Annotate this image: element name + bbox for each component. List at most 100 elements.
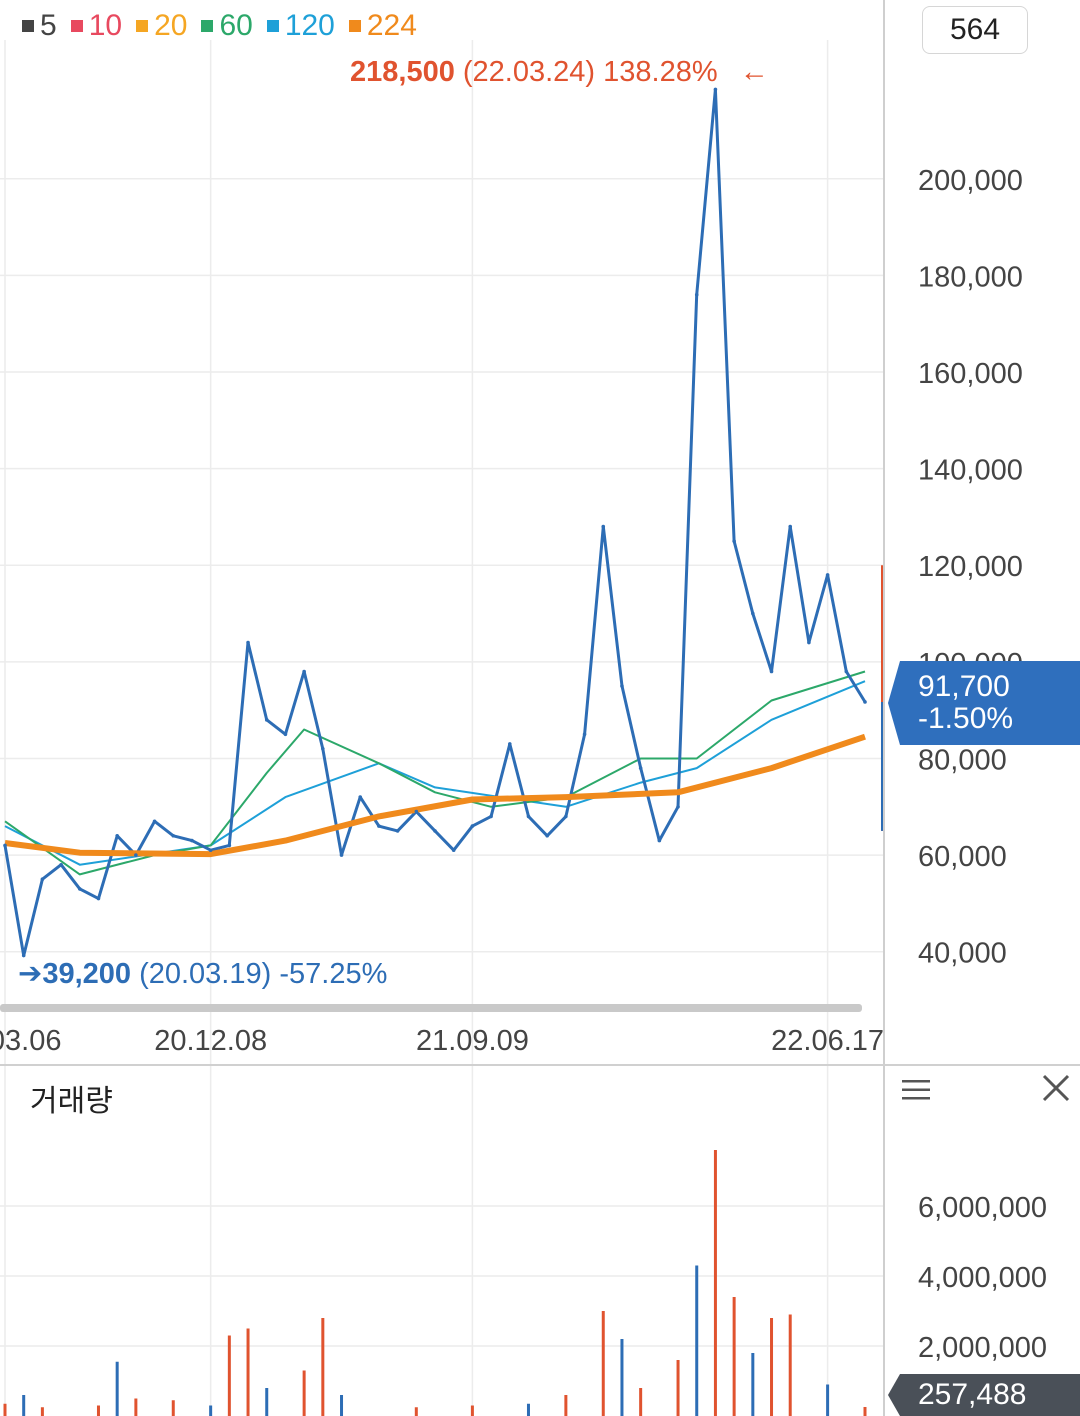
volume-bar [826,1384,830,1416]
price-point [358,795,363,799]
price-tick-label: 200,000 [918,165,1023,197]
price-point [676,804,680,809]
volume-bar [302,1370,306,1416]
volume-bar [134,1398,138,1416]
volume-bar [209,1405,213,1416]
right-arrow-icon: ➔ [18,958,43,990]
price-tick-label: 120,000 [918,551,1023,583]
volume-bar [788,1314,792,1416]
volume-bar [414,1407,418,1416]
volume-bar [863,1406,867,1416]
ma60-line [4,670,866,876]
legend-swatch-ma60 [201,20,214,32]
price-point [620,684,624,688]
price-series-line [3,87,867,958]
volume-bar [265,1388,269,1416]
current-price-change: -1.50% [918,702,1014,735]
current-price-value: 91,700 [918,670,1010,703]
price-point [713,87,718,92]
price-point [246,640,250,645]
volume-bar [601,1311,605,1416]
price-point [264,718,269,722]
price-point [489,814,493,819]
price-point [863,700,867,704]
price-point [751,611,755,616]
legend-label-ma10: 10 [88,9,123,42]
volume-bar [639,1388,643,1416]
volume-bar [171,1400,175,1416]
low-price-date: (20.03.19) [139,958,272,990]
candle-count-button[interactable]: 564 [922,6,1028,54]
legend-swatch-ma120 [266,20,279,32]
volume-bar [321,1318,325,1416]
price-point [208,848,213,853]
price-point [395,829,400,833]
current-price-tag: 91,700 -1.50% [888,661,1080,745]
price-point [638,766,643,770]
price-tick-label: 180,000 [918,261,1023,293]
price-point [470,824,475,828]
volume-bar [695,1265,699,1416]
volume-bar [564,1395,568,1416]
legend-item-ma120[interactable]: 120 [266,9,335,43]
price-tick-label: 40,000 [918,938,1007,970]
price-point [526,814,531,819]
time-tick-label: 21.09.09 [416,1025,529,1057]
volume-bar [713,1150,717,1416]
price-point [732,539,736,543]
legend-item-ma224[interactable]: 224 [348,9,417,43]
ma120-line [4,680,866,866]
price-point [545,833,549,838]
legend-label-ma60: 60 [219,9,253,42]
legend-swatch-ma20 [136,20,149,32]
legend-label-ma120: 120 [284,9,335,42]
volume-tick-label: 4,000,000 [918,1262,1047,1294]
volume-bar [3,1403,7,1416]
volume-bar [40,1407,44,1416]
price-point [582,732,587,737]
volume-bar [732,1297,736,1416]
price-point [77,887,82,891]
price-point [40,877,45,882]
price-point [414,809,419,814]
price-point [657,838,662,843]
price-point [377,824,381,828]
price-point [227,843,232,848]
ma224-line [4,733,866,858]
volume-bar [770,1318,774,1416]
price-point [21,953,26,958]
volume-bar [96,1405,100,1416]
price-point [134,853,138,857]
volume-bar [751,1353,755,1416]
close-icon[interactable] [1038,1070,1074,1106]
volume-bar [526,1403,530,1416]
volume-bar [246,1328,250,1416]
price-point [3,843,7,848]
current-volume-value: 257,488 [918,1378,1027,1411]
legend-item-ma20[interactable]: 20 [136,9,187,43]
menu-icon[interactable] [900,1076,932,1104]
legend-label-ma20: 20 [154,9,188,42]
legend-label-ma224: 224 [366,9,417,42]
price-tick-label: 160,000 [918,358,1023,390]
scrollbar [0,1004,862,1012]
legend-swatch-ma10 [70,20,83,32]
price-point [601,524,606,529]
current-volume-tag-bg [888,1374,1080,1416]
volume-tick-label: 2,000,000 [918,1332,1047,1364]
current-volume-tag: 257,488 [888,1374,1080,1416]
high-price-annotation: 218,500 (22.03.24) 138.28% ← [350,56,769,89]
legend-item-ma60[interactable]: 60 [201,9,253,43]
time-tick-label: 22.06.17 [771,1025,884,1057]
low-price-annotation: ➔39,200 (20.03.19) -57.25% [18,956,387,991]
price-point [171,833,176,838]
price-point [788,524,793,529]
ma10-line [4,88,866,957]
price-point [59,862,63,867]
price-point [507,742,512,746]
legend-item-ma10[interactable]: 10 [70,9,123,43]
high-price-pct: 138.28% [603,56,718,88]
legend-swatch-ma224 [348,20,361,32]
legend-item-ma5[interactable]: 5 [22,9,57,43]
